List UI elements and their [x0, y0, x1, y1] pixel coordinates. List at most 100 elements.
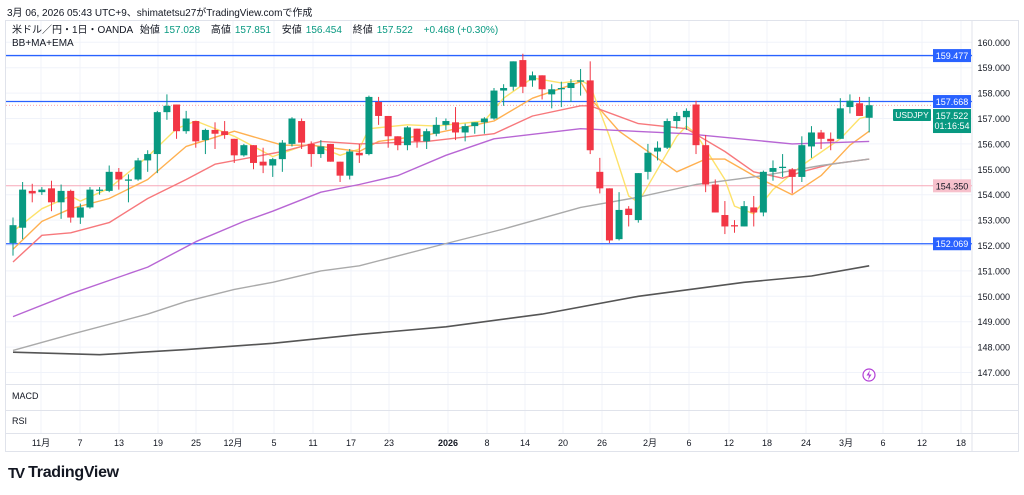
x-tick-label: 8 — [484, 438, 489, 448]
candle-down — [625, 206, 633, 227]
candle-body — [682, 110, 690, 118]
candle-up — [144, 150, 152, 172]
y-tick-label: 160.000 — [977, 38, 1010, 48]
price-label: 152.069 — [936, 239, 969, 249]
candle-body — [798, 145, 806, 177]
candle-body — [259, 161, 267, 166]
candle-body — [336, 161, 344, 176]
candle-body — [759, 171, 767, 213]
candle-down — [413, 128, 421, 148]
x-tick-label: 18 — [762, 438, 772, 448]
price-label: 154.350 — [936, 181, 969, 191]
low-label: 安値 — [281, 25, 302, 36]
price-label-box — [933, 95, 971, 109]
candle-up — [471, 122, 479, 134]
x-tick-label: 12 — [917, 438, 927, 448]
x-tick-label: 2月 — [643, 438, 657, 448]
indicator-label[interactable]: BB+MA+EMA — [12, 38, 74, 49]
candle-body — [663, 121, 671, 148]
candle-body — [86, 189, 94, 208]
candle-up — [673, 112, 681, 129]
candle-down — [827, 132, 835, 151]
candle-body — [365, 96, 373, 155]
candle-down — [538, 75, 546, 100]
candle-body — [346, 151, 354, 176]
x-tick-label: 12 — [724, 438, 734, 448]
candle-body — [28, 190, 36, 194]
candle-up — [779, 154, 787, 177]
candle-body — [19, 189, 27, 228]
candles — [9, 53, 873, 256]
x-tick-label: 18 — [956, 438, 966, 448]
candle-up — [798, 136, 806, 182]
y-tick-label: 155.000 — [977, 165, 1010, 175]
price-axis: 147.000 148.000 149.000 150.000 151.000 152.0… — [893, 38, 1010, 378]
candle-down — [817, 129, 825, 149]
candle-up — [634, 173, 642, 223]
candle-body — [490, 90, 498, 119]
candle-up — [654, 141, 662, 161]
y-tick-label: 147.000 — [977, 368, 1010, 378]
x-tick-label: 11月 — [32, 438, 50, 448]
candle-body — [384, 115, 392, 137]
symbol-title[interactable]: 米ドル／円・1日・OANDA — [12, 25, 134, 36]
open-value: 157.028 — [163, 25, 201, 36]
candle-down — [384, 115, 392, 148]
x-tick-label: 23 — [384, 438, 394, 448]
candle-up — [500, 84, 508, 106]
candle-body — [807, 132, 815, 147]
candle-up — [278, 140, 286, 172]
tradingview-logo-icon: TV — [8, 464, 25, 482]
macd-pane-label[interactable]: MACD — [12, 391, 39, 401]
candle-body — [740, 206, 748, 227]
x-tick-label: 25 — [191, 438, 201, 448]
candle-body — [711, 184, 719, 213]
candle-down — [192, 121, 200, 148]
x-tick-label: 13 — [114, 438, 124, 448]
rsi-pane-label[interactable]: RSI — [12, 416, 28, 426]
candle-down — [230, 138, 238, 163]
chart-legend: 米ドル／円・1日・OANDA 始値 157.028 高値 157.851 安値 156… — [12, 24, 502, 50]
lightning-icon[interactable] — [862, 368, 876, 382]
x-tick-label: 14 — [520, 438, 530, 448]
symbol-tag-box[interactable] — [893, 109, 931, 122]
candle-body — [750, 207, 758, 213]
candle-up — [480, 117, 488, 134]
time-axis-divider — [5, 433, 1019, 434]
candle-body — [375, 101, 383, 116]
candle-body — [702, 145, 710, 185]
y-tick-label: 157.000 — [977, 114, 1010, 124]
candle-up — [124, 174, 132, 203]
moving-average-line — [12, 81, 870, 250]
candle-down — [250, 145, 257, 170]
candle-up — [163, 94, 171, 120]
candle-body — [269, 159, 277, 166]
candle-up — [682, 108, 690, 130]
x-tick-label: 7 — [77, 438, 82, 448]
change-value: +0.468 (+0.30%) — [423, 25, 499, 36]
x-tick-label: 17 — [346, 438, 356, 448]
x-tick-label: 19 — [153, 438, 163, 448]
pane-divider[interactable] — [5, 384, 1019, 385]
x-tick-label: 20 — [558, 438, 568, 448]
candle-up — [403, 126, 411, 151]
candle-body — [105, 171, 113, 191]
bar-countdown-label: 01:16:54 — [934, 121, 969, 131]
candle-up — [836, 98, 844, 139]
candle-up — [57, 184, 65, 219]
candle-down — [28, 183, 36, 203]
candle-up — [567, 79, 575, 102]
candle-body — [173, 104, 181, 132]
y-tick-label: 151.000 — [977, 266, 1010, 276]
symbol-tag: USDJPY — [895, 110, 929, 120]
candle-down — [452, 107, 460, 141]
candle-body — [769, 168, 777, 172]
candle-body — [144, 154, 152, 161]
candle-body — [423, 131, 431, 142]
candle-up — [442, 118, 450, 130]
candle-up — [201, 128, 209, 155]
pane-divider[interactable] — [5, 410, 1019, 411]
moving-average-line — [12, 265, 870, 356]
low-value: 156.454 — [305, 25, 342, 36]
